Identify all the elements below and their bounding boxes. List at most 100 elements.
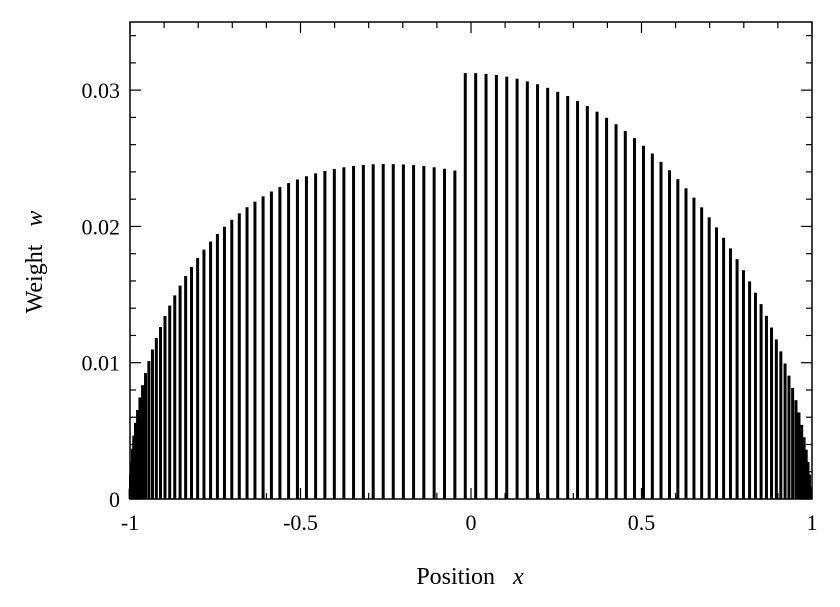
y-tick-label: 0.03 bbox=[82, 78, 121, 103]
bar bbox=[764, 315, 768, 499]
bar bbox=[138, 397, 142, 499]
bar bbox=[352, 165, 356, 500]
bar bbox=[797, 412, 801, 499]
bar bbox=[237, 213, 241, 499]
x-axis-label-text: Position bbox=[416, 564, 495, 590]
bar bbox=[676, 179, 680, 499]
bar bbox=[802, 437, 806, 499]
bar bbox=[707, 217, 711, 500]
bar bbox=[791, 387, 795, 499]
x-tick-label: -1 bbox=[121, 510, 139, 535]
bar bbox=[809, 486, 813, 499]
bar bbox=[484, 73, 488, 500]
bar bbox=[787, 375, 791, 499]
bar bbox=[136, 410, 140, 499]
x-axis-label: Position x bbox=[416, 564, 524, 590]
bar bbox=[463, 73, 467, 500]
bar bbox=[605, 117, 609, 499]
bar bbox=[585, 106, 589, 499]
bar bbox=[668, 170, 672, 499]
bar bbox=[741, 270, 745, 499]
bar bbox=[245, 207, 249, 499]
bar bbox=[779, 351, 783, 499]
bar bbox=[159, 327, 163, 499]
bar bbox=[659, 161, 663, 499]
bar bbox=[770, 327, 774, 499]
bar bbox=[556, 91, 560, 499]
bar bbox=[641, 145, 645, 499]
bar bbox=[494, 75, 498, 500]
bar bbox=[391, 164, 395, 499]
bar bbox=[196, 258, 200, 499]
bar bbox=[632, 138, 636, 499]
y-axis-label-text: Weight bbox=[22, 244, 48, 313]
bar bbox=[546, 87, 550, 499]
bar bbox=[443, 168, 446, 499]
bar bbox=[261, 196, 265, 499]
bar bbox=[278, 187, 282, 500]
bar bbox=[323, 170, 327, 499]
tick-labels-group: -1 -0.5 0 0.5 1 0 0.01 0.02 0.03 bbox=[82, 78, 818, 535]
bar bbox=[536, 84, 540, 499]
bar bbox=[505, 76, 509, 500]
bar bbox=[134, 422, 138, 499]
bar bbox=[515, 78, 519, 499]
bar bbox=[168, 305, 172, 499]
bar bbox=[753, 292, 757, 499]
bar bbox=[304, 176, 308, 499]
bar bbox=[342, 167, 346, 499]
bar bbox=[774, 339, 778, 499]
bar bbox=[163, 316, 167, 499]
bar bbox=[401, 164, 405, 500]
bar bbox=[623, 131, 627, 499]
bar bbox=[715, 227, 719, 499]
bar bbox=[253, 201, 257, 499]
bar bbox=[141, 385, 145, 499]
bar bbox=[215, 233, 219, 500]
bar bbox=[178, 285, 182, 499]
bar bbox=[684, 188, 688, 499]
bar bbox=[422, 166, 426, 500]
bar bbox=[783, 363, 787, 499]
bar bbox=[222, 226, 226, 499]
bar bbox=[184, 276, 188, 499]
bar bbox=[361, 164, 365, 499]
bar bbox=[269, 191, 273, 500]
bar bbox=[295, 179, 299, 499]
y-axis-variable: w bbox=[22, 211, 48, 227]
y-axis-label: Weight w bbox=[22, 211, 48, 314]
bar bbox=[566, 96, 570, 499]
bar bbox=[230, 219, 234, 499]
bar bbox=[453, 170, 457, 500]
x-axis-variable: x bbox=[512, 564, 524, 590]
bar bbox=[332, 168, 336, 500]
bar bbox=[209, 241, 213, 499]
bar bbox=[735, 259, 739, 499]
x-tick-label: 1 bbox=[807, 510, 818, 535]
bar bbox=[748, 281, 752, 499]
x-tick-label: 0.5 bbox=[628, 510, 656, 535]
bar bbox=[525, 81, 529, 500]
bar bbox=[614, 124, 618, 500]
bar bbox=[371, 164, 375, 499]
bar bbox=[154, 338, 158, 499]
bar bbox=[432, 167, 436, 499]
bar bbox=[759, 304, 763, 499]
y-tick-label: 0.01 bbox=[82, 351, 121, 376]
bar bbox=[190, 266, 194, 499]
bar bbox=[381, 164, 385, 499]
bar bbox=[728, 248, 732, 499]
bar bbox=[202, 249, 206, 499]
y-tick-label: 0 bbox=[109, 487, 120, 512]
x-tick-label: 0 bbox=[466, 510, 477, 535]
bar bbox=[150, 349, 154, 499]
bar bbox=[132, 435, 136, 499]
y-tick-label: 0.02 bbox=[82, 214, 121, 239]
x-tick-label: -0.5 bbox=[283, 510, 318, 535]
bar bbox=[804, 449, 808, 499]
bar bbox=[144, 373, 148, 499]
bar bbox=[700, 207, 704, 499]
ticks-group bbox=[129, 22, 813, 500]
bar bbox=[722, 237, 726, 500]
